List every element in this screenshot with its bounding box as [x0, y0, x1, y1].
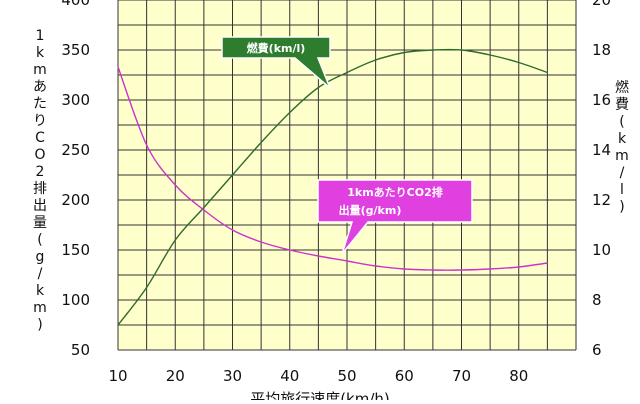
x-axis-label: 平均旅行速度(km/h): [250, 390, 390, 400]
co2-emission-line: [117, 66, 548, 271]
y-right-tick-label: 6: [592, 341, 602, 359]
co2-callout: 1kmあたりCO2排 出量(g/km): [317, 179, 473, 255]
y-right-tick-label: 10: [592, 241, 611, 259]
x-tick-label: 70: [452, 367, 471, 385]
y-axis-label-left: 1 k m あたり C O 2 排出量(g / k m): [33, 28, 47, 333]
x-tick-label: 30: [223, 367, 242, 385]
x-tick-label: 40: [280, 367, 299, 385]
co2-callout-bubble: [317, 179, 473, 255]
co2-callout-text-line1: 1kmあたりCO2排: [347, 185, 443, 199]
y-right-tick-label: 20: [592, 0, 611, 9]
co2-callout-text-line2: 出量(g/km): [339, 203, 402, 217]
y-right-tick-label: 12: [592, 191, 611, 209]
y-axis-label-right: 燃費(k m / l): [615, 79, 629, 215]
y-left-tick-label: 50: [71, 341, 90, 359]
x-tick-label: 50: [337, 367, 356, 385]
y-right-tick-label: 14: [592, 141, 611, 159]
y-left-tick-label: 200: [61, 191, 90, 209]
x-tick-label: 60: [395, 367, 414, 385]
x-tick-label: 80: [509, 367, 528, 385]
y-left-tick-label: 100: [61, 291, 90, 309]
ticks: 10 20 30 40 50 60 70 80 50 100 150 200 250 300 350 400 6…: [61, 0, 611, 385]
y-right-tick-label: 8: [592, 291, 602, 309]
y-left-tick-label: 350: [61, 41, 90, 59]
y-left-tick-label: 400: [61, 0, 90, 9]
x-tick-label: 20: [166, 367, 185, 385]
fuel-callout-text: 燃費(km/l): [246, 41, 306, 55]
y-left-tick-label: 250: [61, 141, 90, 159]
y-left-tick-label: 300: [61, 91, 90, 109]
fuel-economy-line: [117, 48, 548, 326]
fuel-callout: 燃費(km/l): [221, 36, 331, 89]
grid: [117, 0, 577, 351]
y-left-tick-label: 150: [61, 241, 90, 259]
y-right-tick-label: 18: [592, 41, 611, 59]
x-tick-label: 10: [108, 367, 127, 385]
fuel-callout-bubble: [221, 36, 331, 89]
y-right-tick-label: 16: [592, 91, 611, 109]
series-layer: [117, 48, 548, 326]
